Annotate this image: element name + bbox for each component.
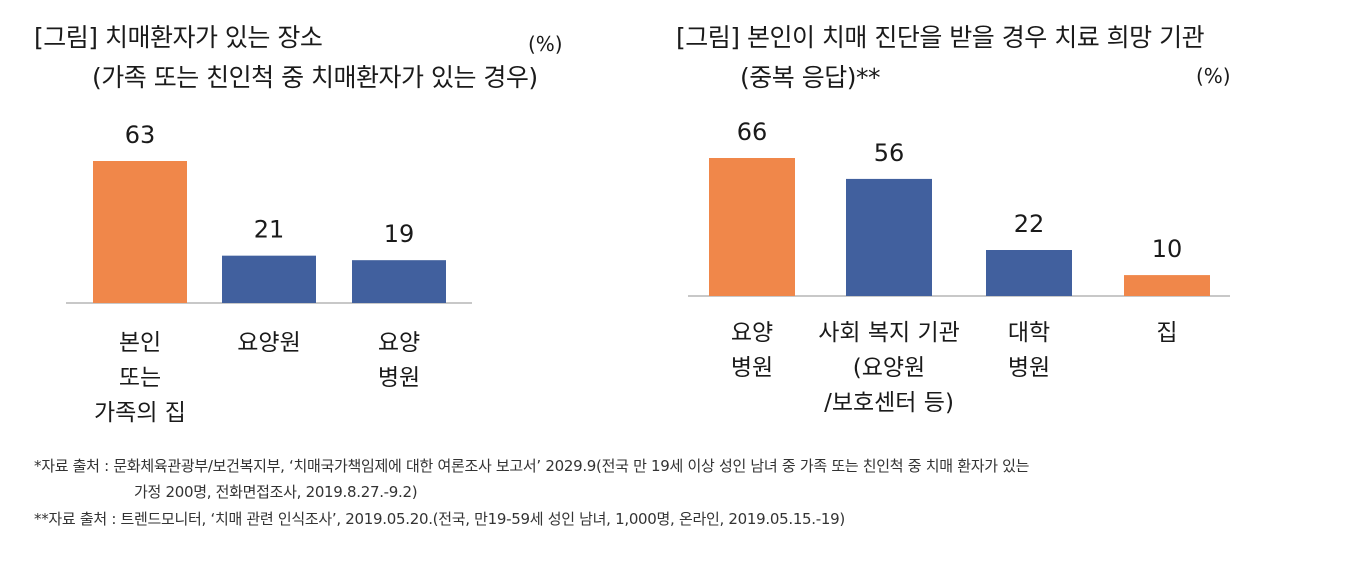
footnote-1: *자료 출처 : 문화체육관광부/보건복지부, ‘치매국가책임제에 대한 여론조… [34, 457, 1030, 475]
footnote-2: 가정 200명, 전화면접조사, 2019.8.27.-9.2) [134, 483, 418, 501]
chart2-bar-2 [986, 250, 1072, 296]
chart2-category-label-0-1: 병원 [731, 355, 773, 381]
chart2-value-label-3: 10 [1152, 235, 1183, 263]
chart2-bar-0 [709, 158, 795, 296]
chart2-category-label-0-0: 요양 [731, 320, 773, 346]
chart2-title: [그림] 본인이 치매 진단을 받을 경우 치료 희망 기관 [676, 23, 1205, 52]
chart2-bar-3 [1124, 275, 1210, 296]
chart1-value-label-2: 19 [384, 220, 415, 248]
chart2-bar-1 [846, 178, 932, 296]
chart1-category-label-0-1: 또는 [119, 365, 161, 391]
chart2-unit: (%) [1196, 64, 1231, 88]
chart1-category-label-0-2: 가족의 집 [94, 400, 186, 426]
chart1-subtitle: (가족 또는 친인척 중 치매환자가 있는 경우) [92, 63, 538, 92]
chart2-category-label-1-0: 사회 복지 기관 [818, 320, 960, 346]
chart2-category-label-3-0: 집 [1156, 320, 1177, 346]
chart2-subtitle: (중복 응답)** [740, 63, 880, 92]
chart2-category-label-2-1: 병원 [1008, 355, 1050, 381]
chart2-value-label-0: 66 [737, 118, 768, 146]
chart1-bar-0 [93, 161, 187, 303]
chart2-category-label-2-0: 대학 [1008, 320, 1050, 346]
chart1-value-label-0: 63 [125, 121, 156, 149]
chart2-category-label-1-2: /보호센터 등) [824, 390, 954, 416]
chart1-category-label-1-0: 요양원 [237, 330, 300, 356]
chart2-category-label-1-1: (요양원 [853, 355, 925, 381]
chart2-value-label-1: 56 [874, 139, 905, 167]
footnote-3: **자료 출처 : 트렌드모니터, ‘치매 관련 인식조사’, 2019.05.… [34, 510, 845, 528]
chart1-bar-2 [352, 260, 446, 303]
chart1-title: [그림] 치매환자가 있는 장소 [34, 23, 323, 52]
chart1-category-label-2-1: 병원 [378, 365, 420, 391]
chart1-category-label-2-0: 요양 [378, 330, 420, 356]
chart1-value-label-1: 21 [254, 216, 285, 244]
chart1-unit: (%) [528, 32, 563, 56]
chart1-category-label-0-0: 본인 [119, 330, 161, 356]
chart2-value-label-2: 22 [1014, 210, 1045, 238]
chart1-bar-1 [222, 255, 316, 303]
